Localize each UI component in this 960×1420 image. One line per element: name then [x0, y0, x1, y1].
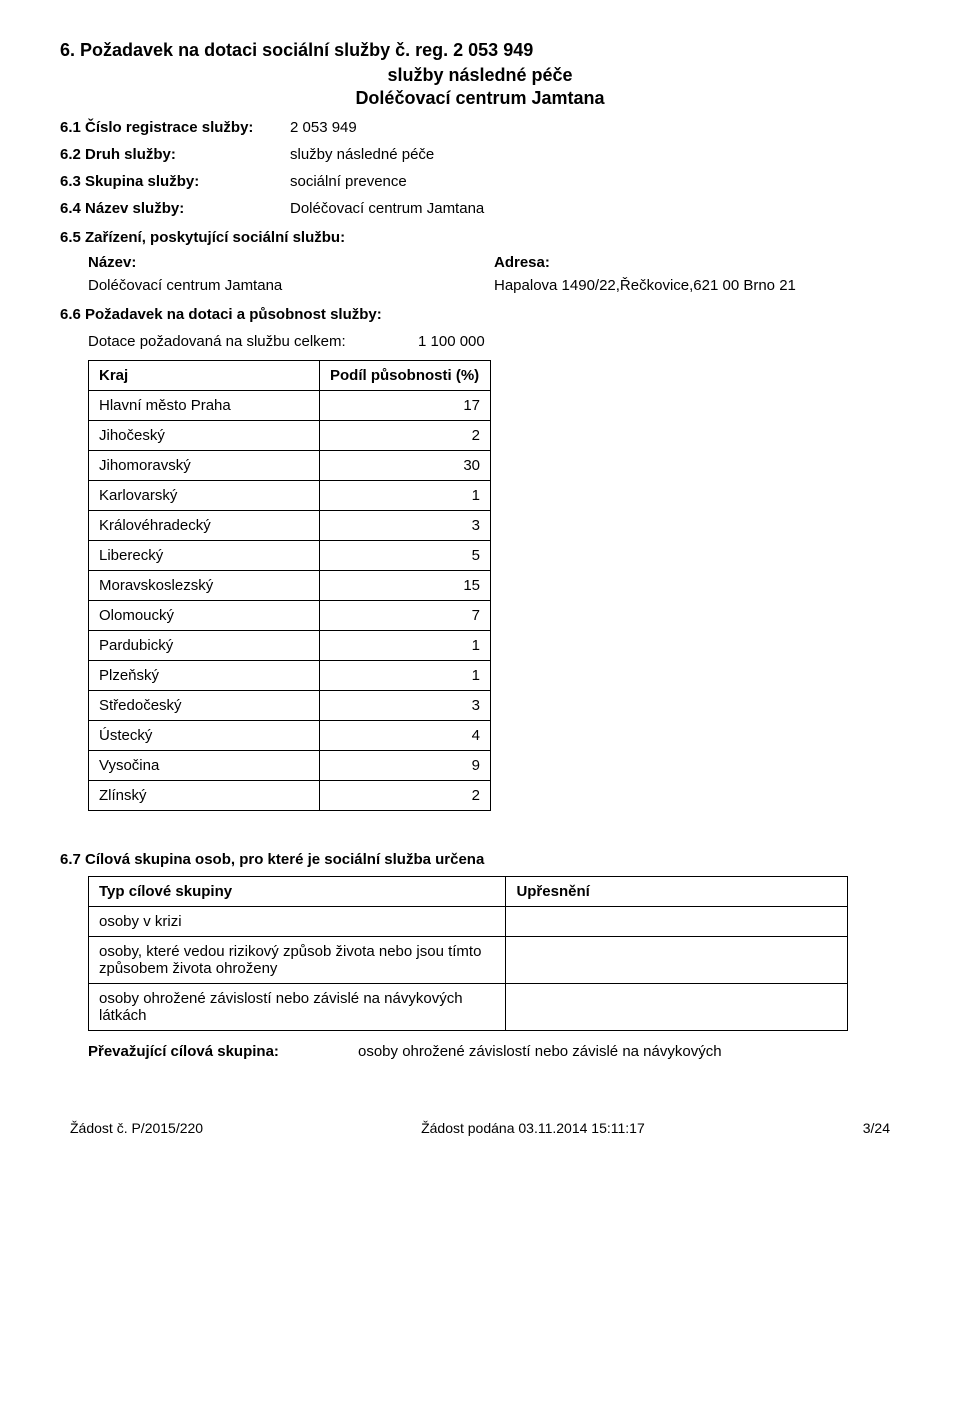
- cilova-header-upresneni: Upřesnění: [506, 877, 848, 907]
- label-6-1: 6.1 Číslo registrace služby:: [60, 119, 290, 136]
- table-row: Jihočeský2: [89, 421, 491, 451]
- kraj-value: 4: [320, 721, 491, 751]
- value-6-4: Doléčovací centrum Jamtana: [290, 200, 900, 217]
- kraj-value: 5: [320, 541, 491, 571]
- kraj-name: Plzeňský: [89, 661, 320, 691]
- kraje-table: Kraj Podíl působnosti (%) Hlavní město P…: [88, 360, 491, 811]
- table-row: Ústecký4: [89, 721, 491, 751]
- kraj-name: Vysočina: [89, 751, 320, 781]
- label-dotace: Dotace požadovaná na službu celkem:: [88, 333, 418, 350]
- kraj-name: Ústecký: [89, 721, 320, 751]
- table-row: Vysočina9: [89, 751, 491, 781]
- kraj-name: Královéhradecký: [89, 511, 320, 541]
- value-6-2: služby následné péče: [290, 146, 900, 163]
- kraj-value: 7: [320, 601, 491, 631]
- value-dotace: 1 100 000: [418, 333, 485, 350]
- kraj-name: Karlovarský: [89, 481, 320, 511]
- cilova-header-typ: Typ cílové skupiny: [89, 877, 506, 907]
- label-6-4: 6.4 Název služby:: [60, 200, 290, 217]
- label-adresa: Adresa:: [494, 254, 900, 271]
- footer-right: 3/24: [863, 1120, 890, 1136]
- cilova-upresneni: [506, 907, 848, 937]
- table-row: Karlovarský1: [89, 481, 491, 511]
- footer-center: Žádost podána 03.11.2014 15:11:17: [421, 1120, 645, 1136]
- label-prevazujici: Převažující cílová skupina:: [88, 1043, 358, 1060]
- value-6-1: 2 053 949: [290, 119, 900, 136]
- table-row: Středočeský3: [89, 691, 491, 721]
- footer-left: Žádost č. P/2015/220: [70, 1120, 203, 1136]
- cilova-typ: osoby ohrožené závislostí nebo závislé n…: [89, 984, 506, 1031]
- table-row: Moravskoslezský15: [89, 571, 491, 601]
- table-row: Olomoucký7: [89, 601, 491, 631]
- cilova-table: Typ cílové skupiny Upřesnění osoby v kri…: [88, 876, 848, 1031]
- cilova-upresneni: [506, 984, 848, 1031]
- kraj-name: Moravskoslezský: [89, 571, 320, 601]
- kraj-name: Zlínský: [89, 781, 320, 811]
- kraj-value: 2: [320, 421, 491, 451]
- table-row: Jihomoravský30: [89, 451, 491, 481]
- table-row: osoby ohrožené závislostí nebo závislé n…: [89, 984, 848, 1031]
- kraj-value: 30: [320, 451, 491, 481]
- kraj-name: Jihočeský: [89, 421, 320, 451]
- table-row: Pardubický1: [89, 631, 491, 661]
- kraj-name: Liberecký: [89, 541, 320, 571]
- table-row: Plzeňský1: [89, 661, 491, 691]
- kraje-header-podil: Podíl působnosti (%): [320, 361, 491, 391]
- kraj-name: Hlavní město Praha: [89, 391, 320, 421]
- section-6-subtitle-1: služby následné péče: [60, 65, 900, 86]
- kraj-value: 15: [320, 571, 491, 601]
- kraj-value: 1: [320, 631, 491, 661]
- kraj-value: 3: [320, 511, 491, 541]
- label-6-6: 6.6 Požadavek na dotaci a působnost služ…: [60, 306, 900, 323]
- kraj-name: Olomoucký: [89, 601, 320, 631]
- kraj-name: Středočeský: [89, 691, 320, 721]
- value-nazev: Doléčovací centrum Jamtana: [88, 277, 494, 294]
- table-row: Zlínský2: [89, 781, 491, 811]
- table-row: Hlavní město Praha17: [89, 391, 491, 421]
- table-row: osoby, které vedou rizikový způsob život…: [89, 937, 848, 984]
- value-6-3: sociální prevence: [290, 173, 900, 190]
- kraj-name: Jihomoravský: [89, 451, 320, 481]
- label-6-2: 6.2 Druh služby:: [60, 146, 290, 163]
- kraj-name: Pardubický: [89, 631, 320, 661]
- label-6-3: 6.3 Skupina služby:: [60, 173, 290, 190]
- table-row: Královéhradecký3: [89, 511, 491, 541]
- kraj-value: 1: [320, 481, 491, 511]
- kraj-value: 2: [320, 781, 491, 811]
- section-6-title: 6. Požadavek na dotaci sociální služby č…: [60, 40, 900, 61]
- kraj-value: 1: [320, 661, 491, 691]
- value-adresa: Hapalova 1490/22,Řečkovice,621 00 Brno 2…: [494, 277, 900, 294]
- label-6-5: 6.5 Zařízení, poskytující sociální služb…: [60, 229, 900, 246]
- kraj-value: 9: [320, 751, 491, 781]
- cilova-typ: osoby v krizi: [89, 907, 506, 937]
- cilova-typ: osoby, které vedou rizikový způsob život…: [89, 937, 506, 984]
- kraje-header-kraj: Kraj: [89, 361, 320, 391]
- label-6-7: 6.7 Cílová skupina osob, pro které je so…: [60, 851, 900, 868]
- kraj-value: 3: [320, 691, 491, 721]
- kraj-value: 17: [320, 391, 491, 421]
- table-row: osoby v krizi: [89, 907, 848, 937]
- section-6-subtitle-2: Doléčovací centrum Jamtana: [60, 88, 900, 109]
- value-prevazujici: osoby ohrožené závislostí nebo závislé n…: [358, 1043, 722, 1060]
- label-nazev: Název:: [88, 254, 494, 271]
- cilova-upresneni: [506, 937, 848, 984]
- table-row: Liberecký5: [89, 541, 491, 571]
